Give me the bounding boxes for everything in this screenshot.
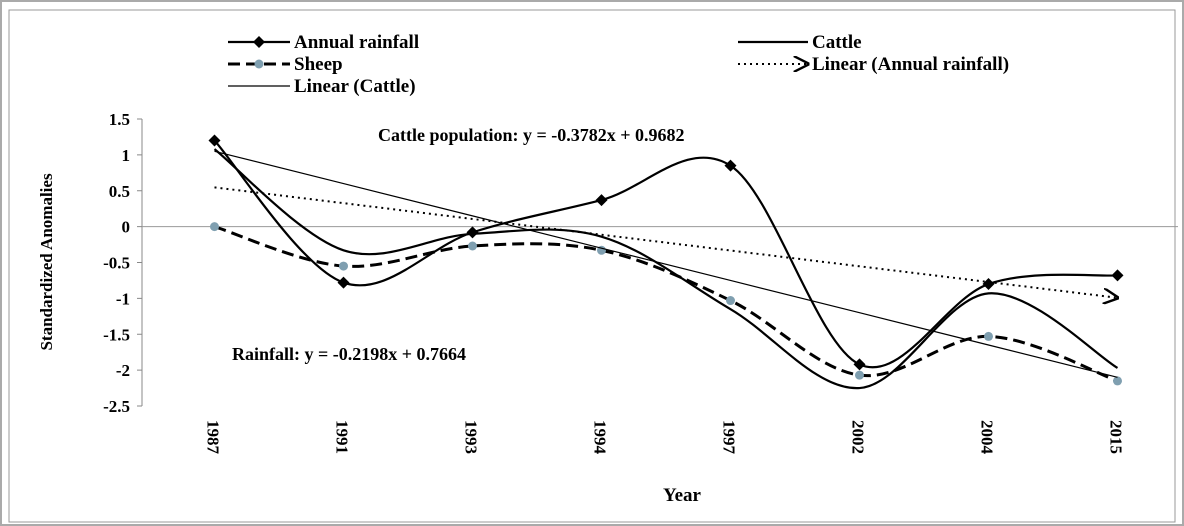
circle-marker (726, 296, 735, 306)
diamond-marker (982, 278, 995, 291)
legend-label: Linear (Cattle) (294, 76, 416, 97)
y-tick-label: 1 (122, 146, 131, 165)
y-axis-label: Standardized Anomalies (37, 173, 56, 350)
diamond-marker (466, 226, 479, 239)
circle-marker (468, 241, 477, 251)
x-tick-label: 2002 (849, 420, 868, 454)
diamond-marker (724, 159, 737, 172)
circle-marker (984, 331, 993, 341)
y-tick-label: -1.5 (103, 325, 130, 344)
diamond-marker (337, 276, 350, 289)
annotation: Cattle population: y = -0.3782x + 0.9682 (378, 125, 685, 145)
circle-marker (339, 261, 348, 271)
diamond-marker (208, 134, 221, 147)
series-line (214, 150, 1118, 378)
y-tick-label: -0.5 (103, 254, 130, 273)
x-tick-label: 1991 (333, 420, 352, 454)
inner-frame (8, 9, 1176, 523)
legend-label: Annual rainfall (294, 32, 419, 53)
y-tick-label: 0.5 (109, 182, 130, 201)
series-line (214, 225, 1118, 383)
circle-marker (1113, 376, 1122, 386)
diamond-marker (595, 194, 608, 207)
y-tick-label: -2 (116, 361, 130, 380)
diamond-marker (1111, 269, 1124, 282)
legend-marker (254, 59, 264, 69)
x-tick-label: 2015 (1107, 420, 1126, 454)
x-tick-label: 1997 (720, 420, 739, 455)
circle-marker (855, 370, 864, 380)
legend-label: Sheep (294, 54, 343, 75)
x-axis-label: Year (663, 485, 702, 506)
legend-marker (253, 36, 265, 48)
y-tick-label: 1.5 (109, 110, 130, 129)
legend-label: Cattle (812, 32, 862, 53)
y-tick-label: -2.5 (103, 397, 130, 416)
circle-marker (210, 222, 219, 232)
x-tick-label: 1993 (462, 420, 481, 454)
x-tick-label: 1994 (591, 420, 610, 455)
y-tick-label: 0 (122, 218, 131, 237)
x-tick-label: 1987 (204, 420, 223, 455)
x-tick-label: 2004 (978, 420, 997, 455)
y-tick-label: -1 (116, 289, 130, 308)
annotation: Rainfall: y = -0.2198x + 0.7664 (232, 344, 466, 364)
series-line (214, 186, 1118, 297)
diamond-marker (853, 358, 866, 371)
legend-label: Linear (Annual rainfall) (812, 54, 1009, 75)
